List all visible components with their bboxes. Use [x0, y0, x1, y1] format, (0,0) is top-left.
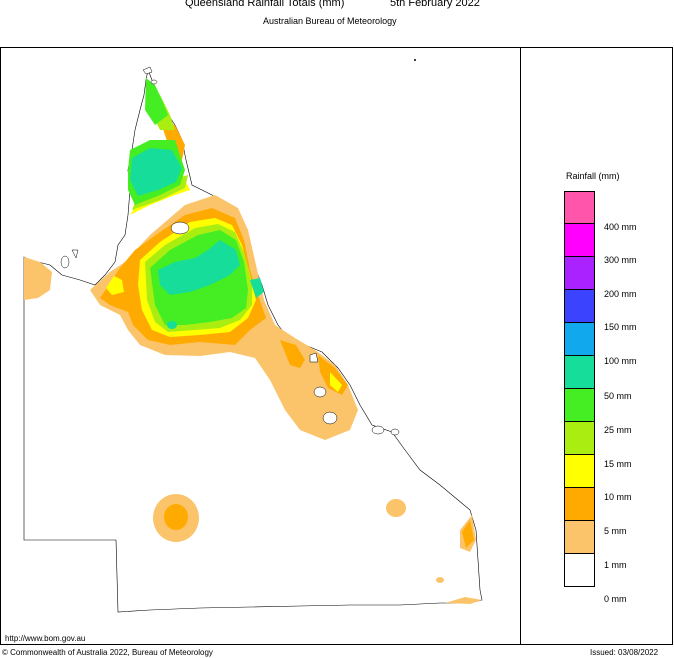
legend-label-0: 0 mm [604, 594, 627, 604]
legend-label-100: 100 mm [604, 356, 637, 366]
map-dot [414, 59, 416, 61]
legend-swatch-25 [564, 389, 595, 422]
legend-label-10: 10 mm [604, 492, 632, 502]
legend-swatch-1 [564, 521, 595, 554]
legend-swatch-200 [564, 257, 595, 290]
legend-swatch-300 [564, 224, 595, 257]
legend-label-25: 25 mm [604, 425, 632, 435]
legend-label-5: 5 mm [604, 526, 627, 536]
legend-title: Rainfall (mm) [566, 171, 620, 181]
issued-date: Issued: 03/08/2022 [590, 648, 659, 657]
coast-details [60, 66, 400, 436]
legend-label-200: 200 mm [604, 289, 637, 299]
map-frame [0, 47, 673, 645]
legend-label-400: 400 mm [604, 222, 637, 232]
legend-swatch-50 [564, 356, 595, 389]
title-date: 5th February 2022 [390, 0, 480, 9]
legend-swatch-5 [564, 488, 595, 521]
rain-50mm [130, 148, 264, 329]
legend-swatch-150 [564, 290, 595, 323]
legend-label-150: 150 mm [604, 322, 637, 332]
legend-swatch-0 [564, 554, 595, 587]
legend-label-50: 50 mm [604, 391, 632, 401]
title-text: Queensland Rainfall Totals (mm) [185, 0, 345, 9]
rainfall-legend [564, 191, 595, 587]
rainfall-map [23, 59, 483, 613]
legend-label-1: 1 mm [604, 560, 627, 570]
bom-url-link[interactable]: http://www.bom.gov.au [5, 634, 86, 643]
subtitle: Australian Bureau of Meteorology [263, 16, 397, 26]
legend-swatch-400 [564, 191, 595, 224]
legend-label-300: 300 mm [604, 255, 637, 265]
legend-label-15: 15 mm [604, 459, 632, 469]
legend-swatch-15 [564, 422, 595, 455]
legend-swatch-10 [564, 455, 595, 488]
frame-divider [520, 47, 521, 645]
legend-swatch-100 [564, 323, 595, 356]
copyright-text: © Commonwealth of Australia 2022, Bureau… [2, 648, 213, 657]
